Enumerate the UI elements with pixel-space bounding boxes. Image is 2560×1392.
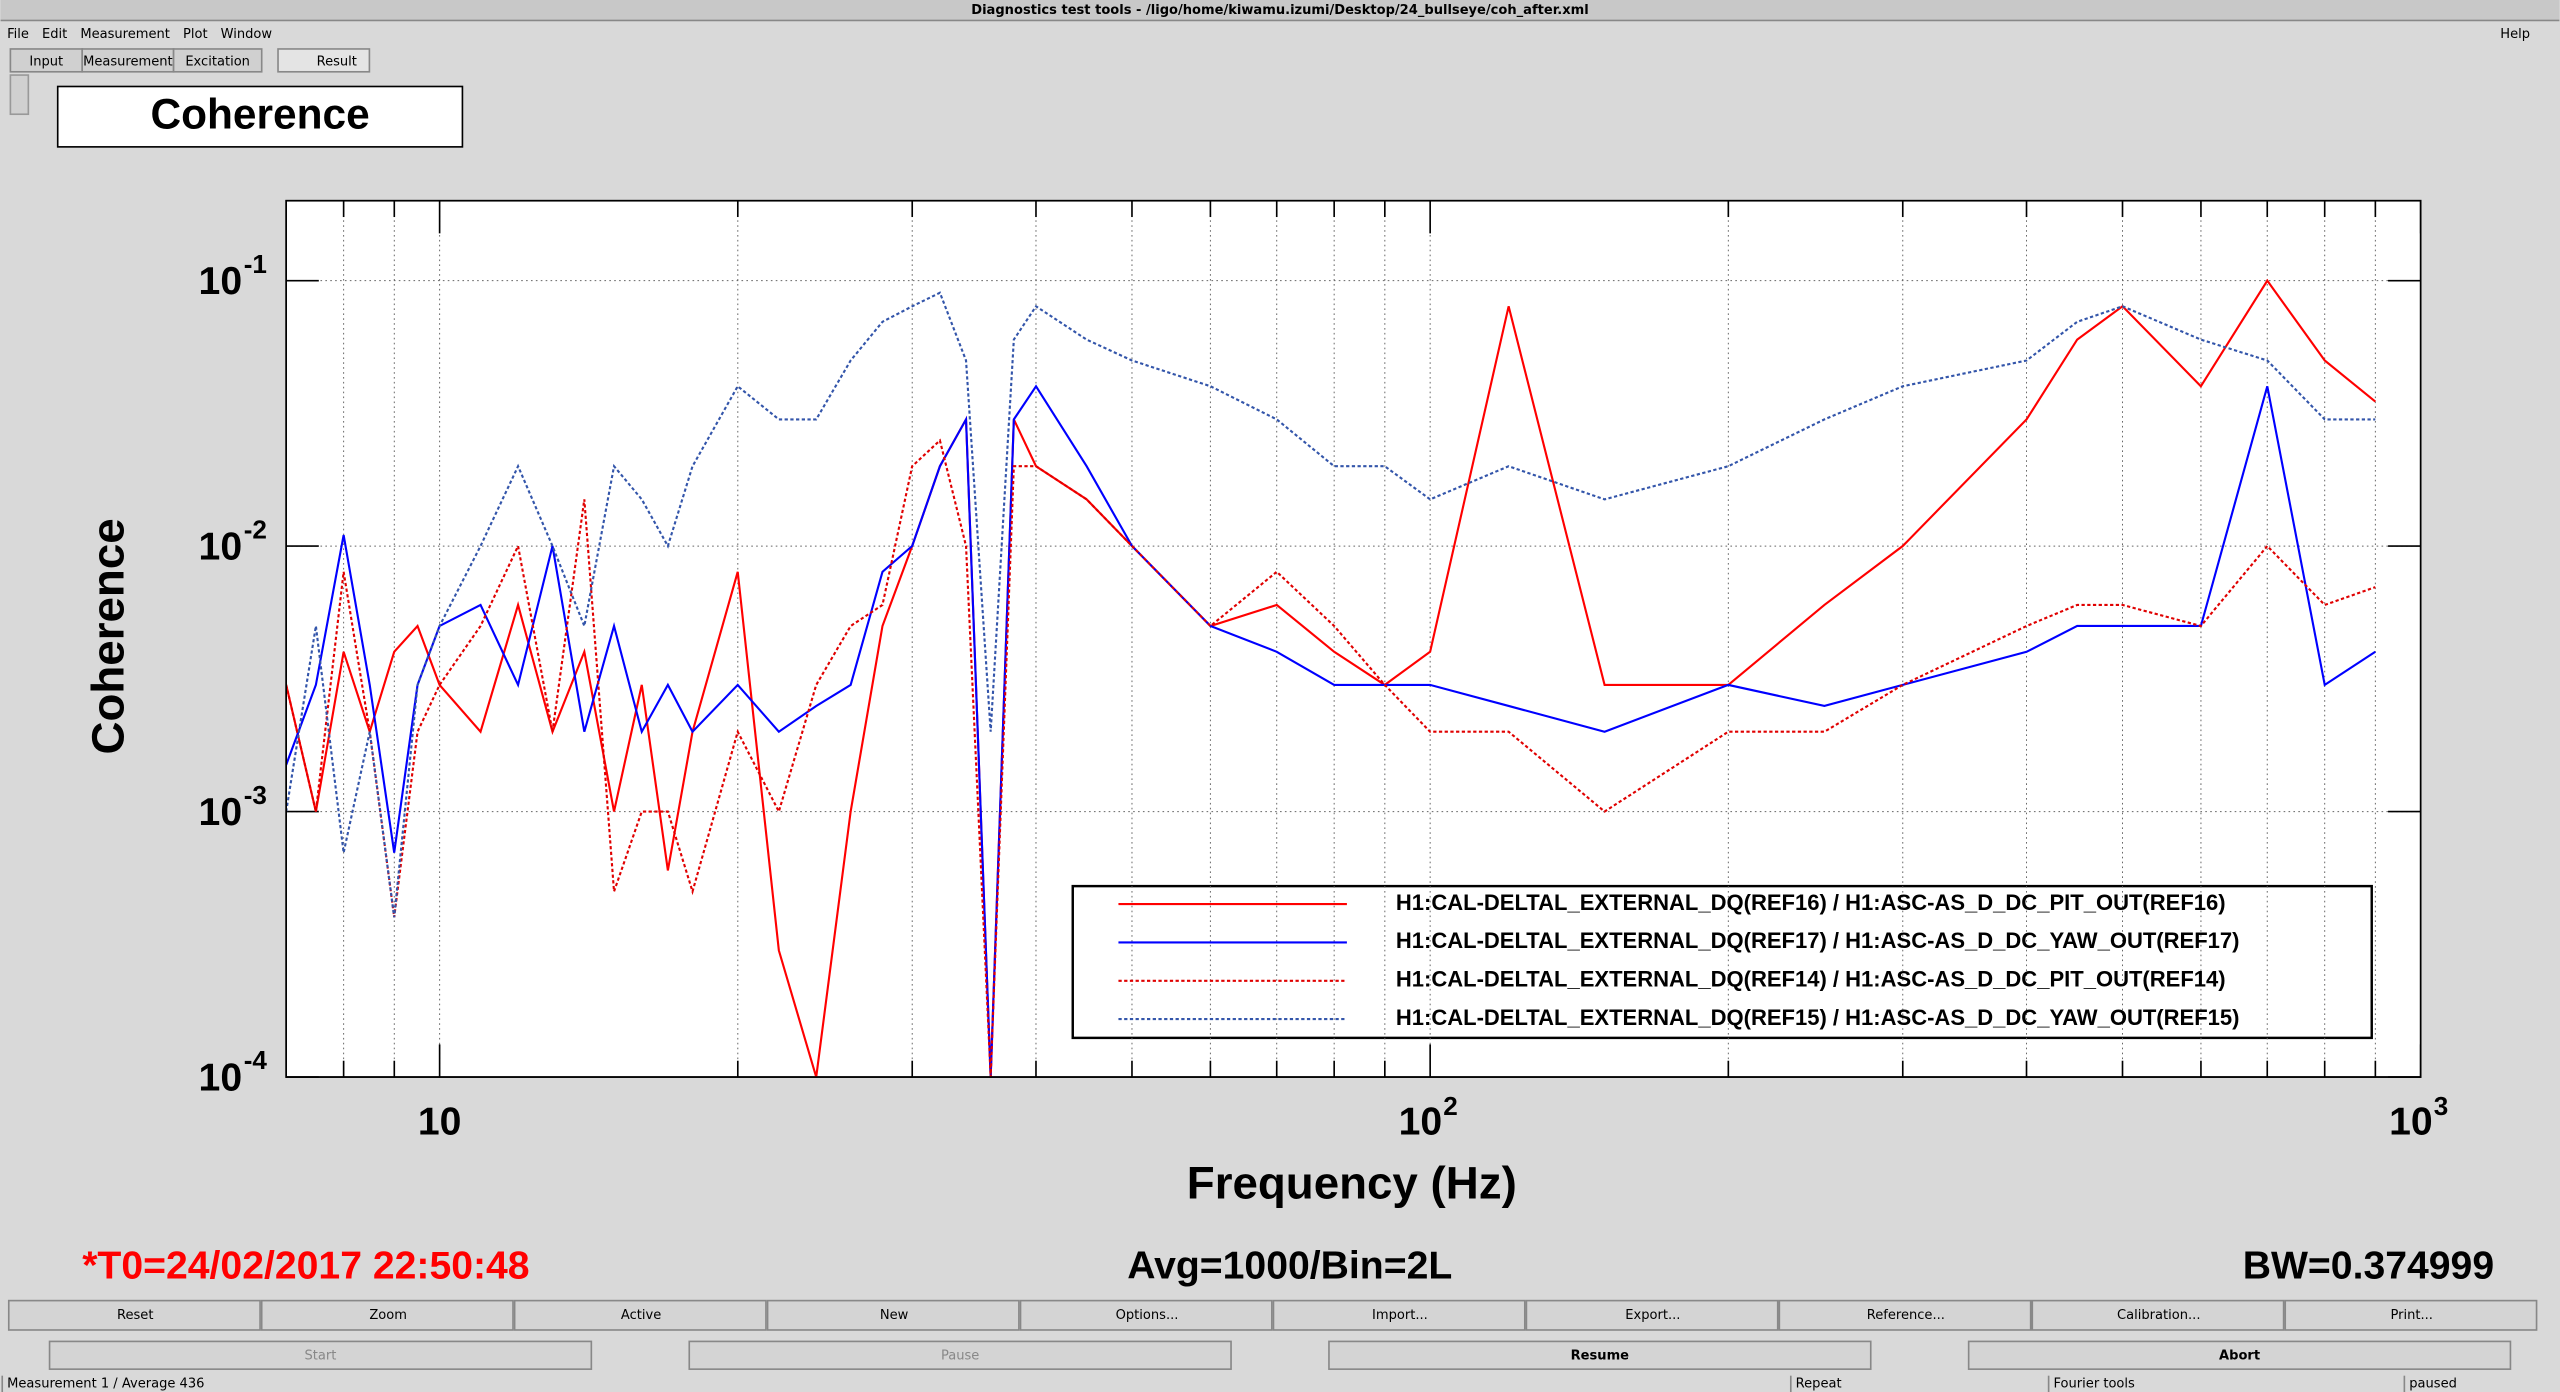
y-tick-exponent: -2	[244, 514, 267, 544]
tab[interactable]	[277, 48, 371, 73]
x-tick-label: 10	[2389, 1101, 2433, 1144]
y-tick-exponent: -1	[244, 249, 267, 279]
y-tick-label: 10	[199, 791, 243, 834]
y-tick-exponent: -3	[244, 780, 267, 810]
button-label[interactable]: Zoom	[369, 1308, 407, 1323]
menu-item[interactable]: Plot	[183, 27, 208, 42]
series-line	[286, 438, 2376, 1078]
window-title: Diagnostics test tools - /ligo/home/kiwa…	[971, 3, 1589, 18]
t0-label: *T0=24/02/2017 22:50:48	[82, 1244, 529, 1287]
button[interactable]	[1525, 1299, 1779, 1331]
button[interactable]	[2031, 1299, 2285, 1331]
legend-label: H1:CAL-DELTAL_EXTERNAL_DQ(REF15) / H1:AS…	[1396, 1005, 2240, 1030]
button[interactable]	[1272, 1299, 1526, 1331]
button[interactable]	[513, 1299, 767, 1331]
button-label[interactable]: Export...	[1625, 1308, 1680, 1323]
legend-label: H1:CAL-DELTAL_EXTERNAL_DQ(REF14) / H1:AS…	[1396, 967, 2226, 992]
button-label[interactable]: Reference...	[1867, 1308, 1945, 1323]
status-text: Measurement 1 / Average 436	[7, 1376, 204, 1391]
control-label[interactable]: Abort	[2219, 1349, 2260, 1364]
y-axis-label: Coherence	[83, 518, 134, 754]
menu-item[interactable]: File	[7, 27, 29, 42]
menu-help[interactable]: Help	[2500, 27, 2530, 42]
tab-label[interactable]: Input	[29, 55, 63, 70]
x-tick-exponent: 3	[2434, 1091, 2449, 1121]
series-line	[286, 291, 2376, 918]
status-text: paused	[2409, 1376, 2457, 1391]
menu-item[interactable]: Window	[221, 27, 273, 42]
legend-box	[1071, 884, 2373, 1040]
button[interactable]	[766, 1299, 1020, 1331]
button-label[interactable]: Import...	[1372, 1308, 1428, 1323]
legend-label: H1:CAL-DELTAL_EXTERNAL_DQ(REF17) / H1:AS…	[1396, 928, 2240, 953]
x-tick-label: 10	[1399, 1101, 1443, 1144]
x-axis-label: Frequency (Hz)	[1187, 1157, 1517, 1208]
title-bar	[0, 0, 2560, 20]
side-arrows[interactable]	[9, 74, 30, 116]
y-tick-label: 10	[199, 260, 243, 303]
tab-label[interactable]: Excitation	[185, 55, 250, 70]
status-text: Fourier tools	[2054, 1376, 2136, 1391]
tab-label[interactable]: Result	[317, 55, 357, 70]
button-label[interactable]: Reset	[117, 1308, 153, 1323]
button-label[interactable]: New	[880, 1308, 909, 1323]
x-tick-label: 10	[418, 1101, 462, 1144]
series-line	[286, 384, 2376, 1078]
control-button[interactable]	[688, 1340, 1232, 1370]
control-button[interactable]	[1328, 1340, 1872, 1370]
tab[interactable]	[172, 48, 263, 73]
status-text: Repeat	[1796, 1376, 1842, 1391]
menu-item[interactable]: Measurement	[80, 27, 170, 42]
plot-frame	[285, 199, 2422, 1078]
avg-label: Avg=1000/Bin=2L	[1127, 1244, 1452, 1287]
y-tick-exponent: -4	[244, 1045, 268, 1075]
panel-title: Coherence	[150, 91, 369, 138]
control-button[interactable]	[48, 1340, 593, 1370]
menu-item[interactable]: Edit	[42, 27, 67, 42]
button[interactable]	[7, 1299, 261, 1331]
x-tick-exponent: 2	[1443, 1091, 1458, 1121]
control-label[interactable]: Pause	[941, 1349, 979, 1364]
button-label[interactable]: Calibration...	[2117, 1308, 2200, 1323]
button-label[interactable]: Active	[621, 1308, 661, 1323]
button-label[interactable]: Options...	[1116, 1308, 1179, 1323]
y-tick-label: 10	[199, 526, 243, 569]
y-tick-label: 10	[199, 1057, 243, 1100]
button-label[interactable]: Print...	[2390, 1308, 2432, 1323]
control-label[interactable]: Start	[305, 1349, 337, 1364]
button[interactable]	[2284, 1299, 2538, 1331]
tab-label[interactable]: Measurement	[83, 55, 173, 70]
button[interactable]	[260, 1299, 514, 1331]
button[interactable]	[1019, 1299, 1273, 1331]
control-label[interactable]: Resume	[1571, 1349, 1630, 1364]
panel-title-box	[56, 85, 464, 148]
bw-label: BW=0.374999	[2243, 1244, 2494, 1287]
button[interactable]	[1778, 1299, 2032, 1331]
legend-label: H1:CAL-DELTAL_EXTERNAL_DQ(REF16) / H1:AS…	[1396, 890, 2226, 915]
control-button[interactable]	[1967, 1340, 2512, 1370]
